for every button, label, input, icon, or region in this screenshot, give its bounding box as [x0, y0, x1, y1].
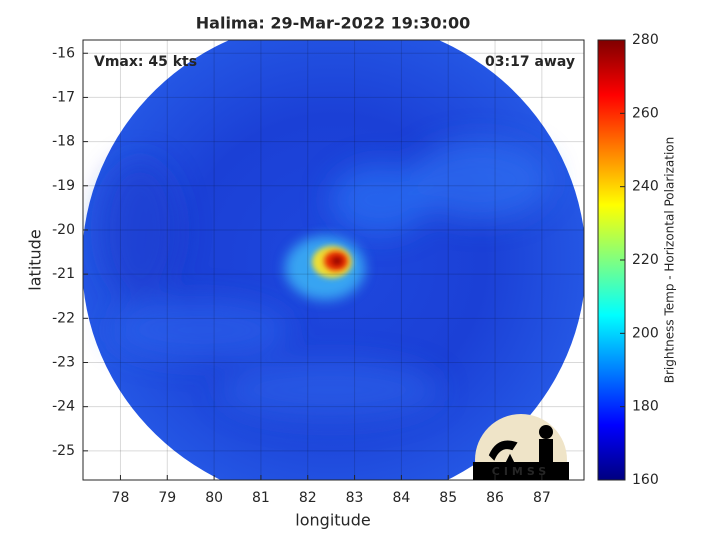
y-tick-label: -23 [52, 354, 75, 370]
colorbar-tick-label: 160 [632, 472, 659, 488]
y-tick-label: -19 [52, 178, 75, 194]
x-tick-label: 84 [392, 490, 410, 506]
x-tick-label: 85 [439, 490, 457, 506]
x-tick-label: 80 [205, 490, 223, 506]
plot-frame [82, 39, 585, 481]
colorbar-tick-label: 280 [632, 32, 659, 48]
colorbar-tick-label: 200 [632, 325, 659, 341]
y-tick-label: -25 [52, 443, 75, 459]
y-tick-label: -24 [52, 399, 75, 415]
y-tick-label: -16 [52, 45, 75, 61]
colorbar-tick-label: 240 [632, 179, 659, 195]
satellite-image [83, 40, 584, 480]
y-tick-label: -20 [52, 222, 75, 238]
colorbar-tick-label: 220 [632, 252, 659, 268]
x-tick-label: 81 [252, 490, 270, 506]
cimss-logo: CIMSS [473, 414, 569, 480]
y-tick-label: -22 [52, 310, 75, 326]
x-tick-label: 78 [112, 490, 130, 506]
x-tick-label: 83 [346, 490, 364, 506]
colorbar-tick-label: 260 [632, 105, 659, 121]
x-tick-label: 82 [299, 490, 317, 506]
y-tick-label: -17 [52, 89, 75, 105]
x-tick-label: 79 [158, 490, 176, 506]
grid [83, 40, 584, 480]
vmax-annotation: Vmax: 45 kts [94, 54, 197, 70]
x-tick-label: 87 [533, 490, 551, 506]
core-center [332, 257, 342, 265]
chart-title: Halima: 29-Mar-2022 19:30:00 [196, 14, 470, 33]
x-axis-label: longitude [295, 511, 370, 530]
colorbar-label: Brightness Temp - Horizontal Polarizatio… [663, 137, 677, 384]
y-axis-label: latitude [26, 229, 45, 290]
colorbar-tick-label: 180 [632, 399, 659, 415]
x-tick-label: 86 [486, 490, 504, 506]
time-annotation: 03:17 away [485, 54, 575, 70]
y-tick-label: -21 [52, 266, 75, 282]
logo-text: CIMSS [492, 465, 550, 478]
y-tick-label: -18 [52, 134, 75, 150]
cloud-bands [100, 140, 550, 420]
